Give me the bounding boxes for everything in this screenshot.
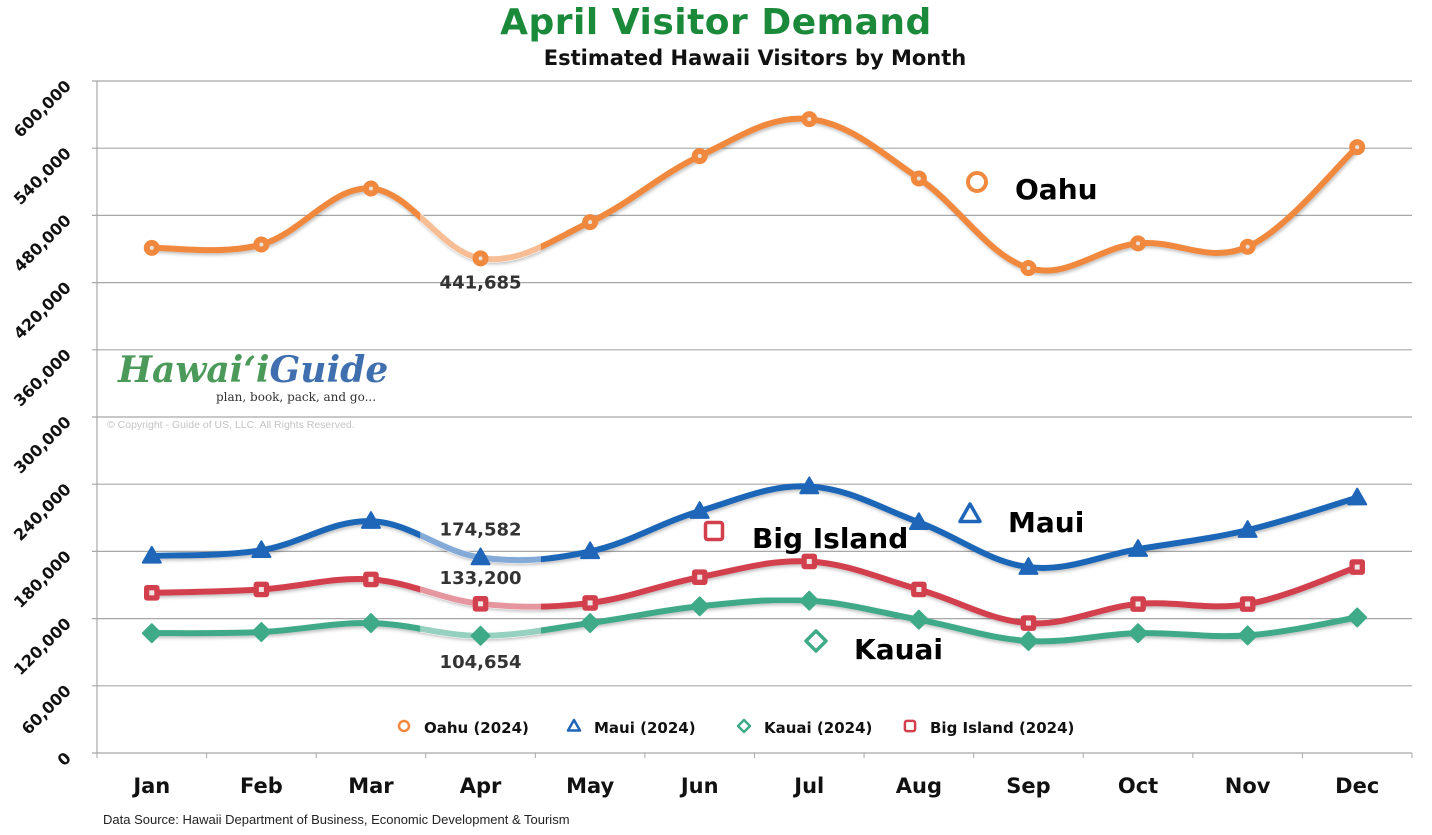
- logo-wordmark: HawaiʻiGuide: [118, 350, 388, 390]
- legend-label: Big Island (2024): [930, 719, 1074, 737]
- x-tick-label: May: [566, 774, 614, 798]
- series-lines: [141, 111, 1368, 651]
- diamond-icon: [804, 629, 828, 653]
- legend-triangle-icon: [566, 718, 582, 732]
- legend-label: Oahu (2024): [424, 719, 529, 737]
- legend-item-maui: Maui (2024): [566, 718, 696, 737]
- x-tick-label: Dec: [1335, 774, 1379, 798]
- annotation-maui: 174,582: [440, 519, 522, 540]
- data-annotations: 441,685 174,582 104,654 133,200: [440, 272, 522, 672]
- x-tick-label: Aug: [896, 774, 942, 798]
- y-tick-label: 60,000: [18, 681, 75, 738]
- inline-label-oahu: Oahu: [966, 171, 1098, 206]
- inline-label-maui: Maui: [958, 502, 1084, 539]
- data-point-kauai-aug: [908, 609, 929, 630]
- svg-text:Maui: Maui: [1008, 506, 1084, 539]
- series-maui: [141, 476, 1368, 575]
- series-big_island: [143, 553, 1366, 631]
- legend-circle-icon: [397, 719, 411, 733]
- series-kauai: [141, 590, 1368, 651]
- x-axis: Jan Feb Mar Apr May Jun Jul Aug Sep Oct Nov Dec: [96, 753, 1413, 798]
- annotation-kauai: 104,654: [440, 652, 522, 673]
- inline-series-labels: Oahu Maui Kauai Big Island: [703, 171, 1098, 666]
- gridlines: [92, 80, 1412, 754]
- data-point-maui-apr: [470, 547, 491, 566]
- data-point-kauai-mar: [360, 613, 381, 634]
- data-point-maui-nov: [1237, 520, 1258, 538]
- data-source-note: Data Source: Hawaii Department of Busine…: [103, 812, 570, 827]
- legend-square-icon: [903, 719, 917, 733]
- square-icon: [703, 520, 725, 542]
- data-point-maui-jul: [799, 476, 820, 495]
- copyright-notice: © Copyright - Guide of US, LLC. All Righ…: [107, 419, 355, 431]
- inline-label-big_island: Big Island: [703, 520, 908, 555]
- circle-icon: [966, 171, 988, 193]
- data-point-maui-jan: [141, 545, 162, 564]
- y-tick-label: 240,000: [10, 480, 75, 545]
- chart-title: April Visitor Demand: [500, 2, 932, 43]
- data-point-kauai-apr: [470, 625, 491, 646]
- y-tick-label: 120,000: [10, 614, 75, 679]
- triangle-icon: [958, 502, 982, 524]
- svg-text:Kauai: Kauai: [854, 633, 943, 666]
- legend-item-kauai: Kauai (2024): [736, 718, 872, 737]
- data-point-maui-mar: [360, 511, 381, 529]
- chart-subtitle: Estimated Hawaii Visitors by Month: [543, 46, 967, 70]
- x-tick-label: Jun: [679, 774, 719, 798]
- data-point-kauai-jan: [141, 623, 162, 644]
- data-point-kauai-jun: [689, 596, 710, 617]
- data-point-maui-aug: [908, 512, 929, 531]
- y-tick-label: 540,000: [10, 144, 75, 209]
- x-tick-label: Apr: [460, 774, 502, 798]
- inline-label-kauai: Kauai: [804, 629, 943, 666]
- data-point-kauai-may: [580, 613, 601, 634]
- x-tick-label: Jan: [131, 774, 170, 798]
- x-tick-label: Nov: [1225, 774, 1271, 798]
- legend-label: Kauai (2024): [764, 719, 872, 737]
- data-point-kauai-dec: [1347, 607, 1368, 628]
- data-point-maui-oct: [1128, 539, 1149, 557]
- data-point-maui-jun: [689, 501, 710, 519]
- y-tick-label: 480,000: [10, 211, 75, 276]
- legend-item-oahu: Oahu (2024): [397, 719, 529, 737]
- legend-label: Maui (2024): [594, 719, 696, 737]
- data-point-kauai-sep: [1018, 631, 1039, 651]
- data-point-maui-feb: [251, 540, 272, 559]
- logo-tagline: plan, book, pack, and go...: [216, 390, 377, 404]
- legend: Oahu (2024) Maui (2024) Kauai (2024) Big Is…: [397, 718, 1074, 737]
- data-point-maui-dec: [1347, 487, 1368, 506]
- logo-part-hawaii: Hawaiʻi: [118, 349, 270, 391]
- y-tick-label: 600,000: [10, 76, 75, 141]
- x-tick-label: Feb: [240, 774, 283, 798]
- hawaii-guide-logo: HawaiʻiGuide plan, book, pack, and go...: [118, 350, 398, 410]
- y-tick-label: 300,000: [10, 412, 75, 477]
- svg-text:Oahu: Oahu: [1015, 173, 1098, 206]
- legend-diamond-icon: [736, 718, 752, 734]
- series-oahu: [143, 111, 1366, 277]
- data-point-kauai-nov: [1237, 625, 1258, 646]
- data-point-maui-sep: [1018, 557, 1039, 575]
- x-tick-label: Sep: [1006, 774, 1050, 798]
- data-point-kauai-oct: [1128, 623, 1149, 644]
- y-tick-label: 180,000: [10, 547, 75, 612]
- annotation-big_island: 133,200: [440, 568, 522, 589]
- y-axis: 0 60,000120,000180,000240,000300,000360,0…: [10, 76, 75, 769]
- data-point-maui-may: [580, 541, 601, 560]
- y-tick-label: 360,000: [10, 345, 75, 410]
- data-point-kauai-feb: [251, 622, 272, 643]
- x-tick-label: Oct: [1118, 774, 1158, 798]
- svg-text:Big Island: Big Island: [752, 522, 908, 555]
- data-point-kauai-jul: [799, 590, 820, 611]
- legend-item-big_island: Big Island (2024): [903, 719, 1074, 737]
- x-tick-label: Jul: [792, 774, 824, 798]
- annotation-oahu: 441,685: [440, 272, 522, 293]
- x-tick-label: Mar: [348, 774, 394, 798]
- logo-part-guide: Guide: [269, 349, 389, 391]
- y-tick-label: 0: [54, 748, 75, 769]
- y-tick-label: 420,000: [10, 278, 75, 343]
